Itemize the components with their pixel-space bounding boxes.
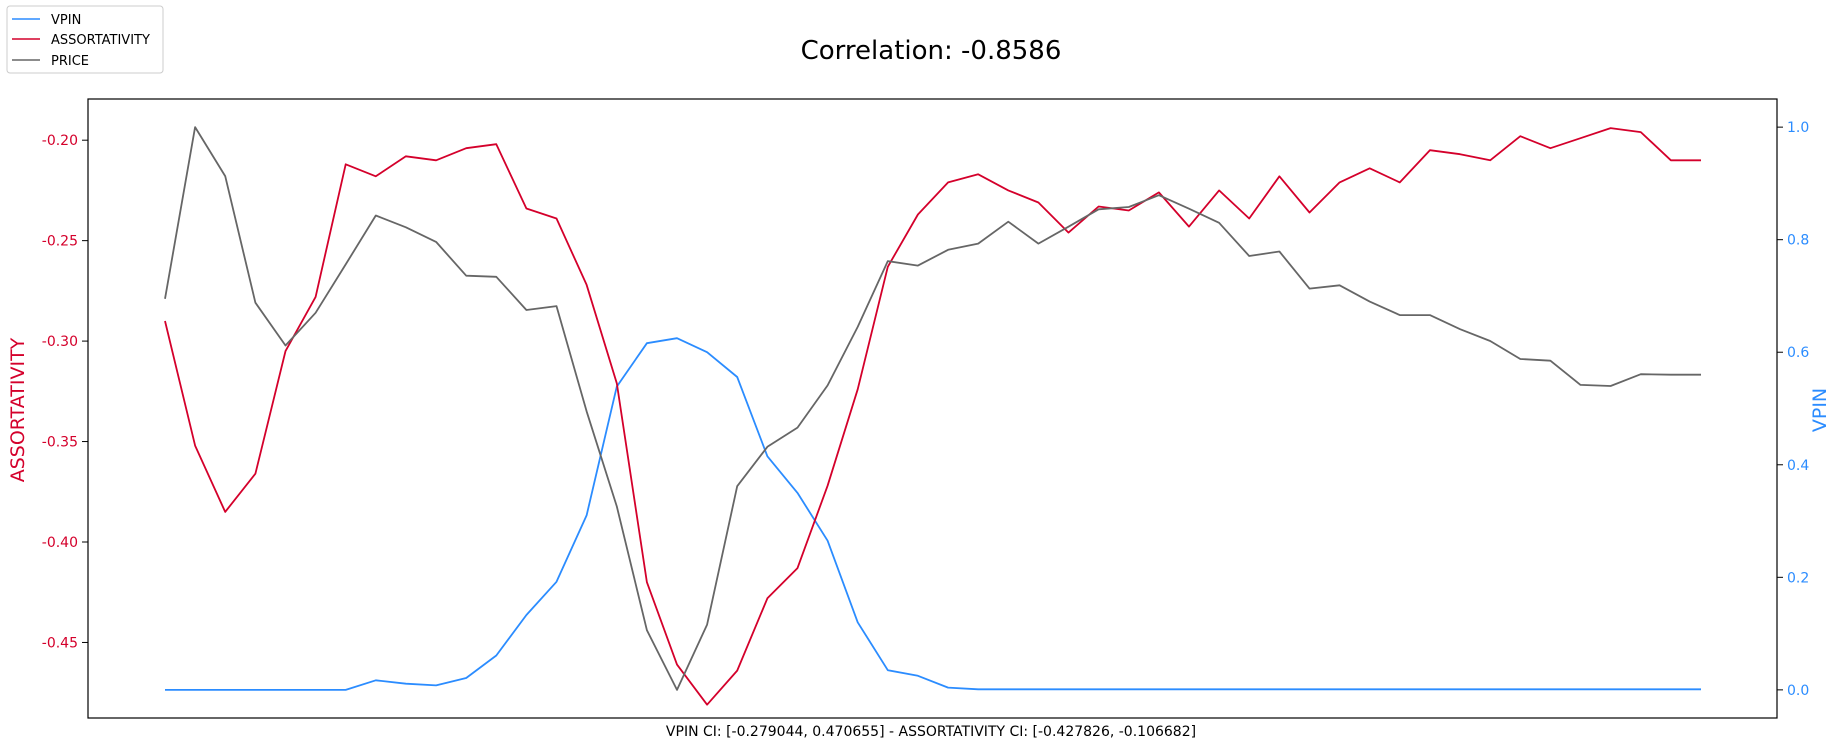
chart-title: Correlation: -0.8586 [801, 36, 1062, 66]
x-axis-label: VPIN CI: [-0.279044, 0.470655] - ASSORTA… [666, 724, 1196, 740]
right-tick-label: 0.2 [1787, 570, 1809, 586]
legend-label-vpin: VPIN [51, 13, 81, 28]
legend-label-price: PRICE [51, 54, 89, 69]
left-axis-label: ASSORTATIVITY [7, 337, 29, 482]
right-tick-label: 0.6 [1787, 345, 1809, 361]
left-tick-label: -0.30 [42, 334, 78, 350]
right-tick-label: 0.8 [1787, 233, 1809, 249]
left-tick-label: -0.35 [42, 435, 78, 451]
series-lines [164, 126, 1701, 706]
left-tick-label: -0.20 [42, 133, 78, 149]
left-axis-ticks: -0.20 -0.25 -0.30 -0.35 -0.40 -0.45 [42, 133, 88, 651]
left-tick-label: -0.40 [42, 535, 78, 551]
series-line-vpin [165, 337, 1701, 691]
right-axis-ticks: 0.0 0.2 0.4 0.6 0.8 1.0 [1777, 120, 1809, 699]
right-tick-label: 0.4 [1787, 458, 1809, 474]
left-tick-label: -0.45 [42, 635, 78, 651]
legend-box [6, 5, 164, 74]
legend-label-assortativity: ASSORTATIVITY [51, 33, 150, 48]
left-tick-label: -0.25 [42, 234, 78, 250]
right-tick-label: 0.0 [1787, 683, 1809, 699]
right-axis-label: VPIN [1809, 388, 1831, 432]
right-tick-label: 1.0 [1787, 120, 1809, 136]
legend: VPIN ASSORTATIVITY PRICE [6, 5, 164, 74]
plot-frame [87, 98, 1778, 719]
series-line-price [164, 126, 1701, 691]
series-line-assortativity [164, 127, 1701, 706]
